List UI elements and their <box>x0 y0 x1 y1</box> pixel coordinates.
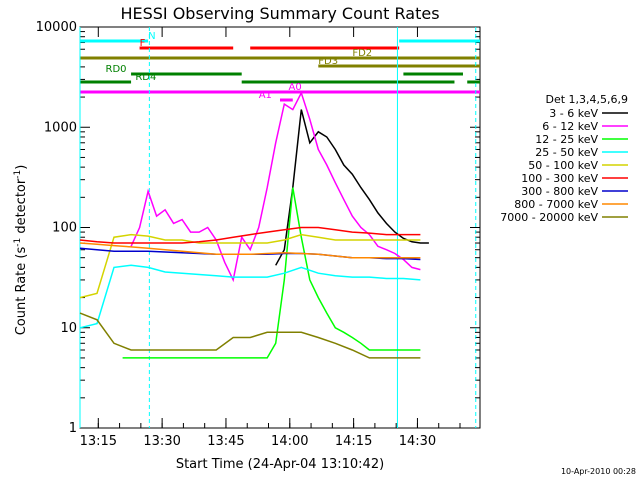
series-line <box>122 187 421 359</box>
y-axis-label: Count Rate (s-1 detector-1) <box>13 165 29 336</box>
status-band-label: RD4 <box>135 72 156 83</box>
series-group <box>79 90 429 359</box>
legend-item-label: 50 - 100 keV <box>528 159 598 172</box>
y-tick-label: 1000 <box>44 120 77 135</box>
x-tick-label: 13:45 <box>207 434 244 449</box>
status-band-label: RD0 <box>106 64 127 75</box>
x-tick-label: 14:30 <box>399 434 436 449</box>
series-line <box>79 233 421 299</box>
y-tick-label: 10 <box>60 321 77 336</box>
legend-item-label: 6 - 12 keV <box>542 120 598 133</box>
series-line <box>130 90 421 283</box>
axis-ticks: 1 10 100 1000 10000 13:15 13:30 13:45 14:00 14:15… <box>36 20 480 449</box>
legend-item-label: 100 - 300 keV <box>521 172 598 185</box>
x-tick-label: 14:00 <box>271 434 308 449</box>
chart-title: HESSI Observing Summary Count Rates <box>120 4 439 23</box>
x-tick-label: 14:15 <box>335 434 372 449</box>
x-axis-label: Start Time (24-Apr-04 13:10:42) <box>176 457 384 472</box>
series-line <box>79 312 421 359</box>
status-band-label: A0 <box>289 82 302 93</box>
legend-item-label: 800 - 7000 keV <box>514 198 598 211</box>
timestamp: 10-Apr-2010 00:28 <box>561 467 636 476</box>
status-band-label: FD3 <box>318 56 338 67</box>
series-line <box>79 226 421 244</box>
series-line <box>79 264 421 329</box>
series-line <box>79 242 421 259</box>
series-line <box>275 109 429 266</box>
status-band-label: F <box>140 38 146 49</box>
y-tick-label: 100 <box>52 221 77 236</box>
legend-item-label: 25 - 50 keV <box>535 146 598 159</box>
x-tick-label: 13:30 <box>143 434 180 449</box>
legend-item-label: 7000 - 20000 keV <box>500 211 598 224</box>
legend-title: Det 1,3,4,5,6,9 <box>545 93 628 106</box>
y-tick-label: 1 <box>69 421 77 436</box>
x-tick-label: 13:15 <box>80 434 117 449</box>
y-tick-label: 10000 <box>36 20 77 35</box>
status-band-label: N <box>148 31 155 42</box>
legend-item-label: 300 - 800 keV <box>521 185 598 198</box>
legend-item-label: 12 - 25 keV <box>535 133 598 146</box>
status-band-label: A1 <box>259 90 272 101</box>
status-band-label: FD2 <box>352 48 372 59</box>
legend-item-label: 3 - 6 keV <box>549 107 598 120</box>
status-bands: NF FD2 FD3 RD0 RD4 A0 A1 <box>79 27 480 428</box>
